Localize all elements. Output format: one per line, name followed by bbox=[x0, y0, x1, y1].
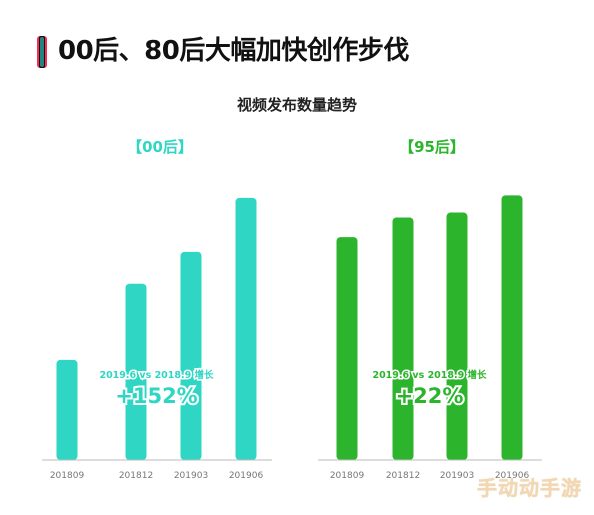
bar bbox=[56, 359, 78, 460]
bar bbox=[125, 283, 147, 460]
chart-title: 视频发布数量趋势 bbox=[236, 96, 357, 114]
bar bbox=[336, 237, 358, 460]
annotation-period: 2019.6 vs 2018.9 增长 bbox=[99, 369, 214, 381]
bar bbox=[235, 197, 257, 460]
x-tick-label: 201906 bbox=[229, 471, 264, 481]
bar bbox=[446, 212, 468, 460]
tiktok-logo-icon bbox=[37, 36, 47, 68]
x-tick-label: 201809 bbox=[330, 471, 365, 481]
bar bbox=[180, 251, 202, 460]
x-tick-label: 201903 bbox=[174, 471, 208, 481]
annotation-growth: +152% bbox=[115, 384, 197, 408]
bar bbox=[392, 217, 414, 460]
x-tick-label: 201906 bbox=[495, 471, 530, 481]
x-tick-label: 201812 bbox=[386, 471, 420, 481]
panel-label-95: 【95后】 bbox=[399, 138, 465, 156]
bar bbox=[501, 195, 523, 460]
x-tick-label: 201809 bbox=[50, 471, 85, 481]
x-tick-label: 201812 bbox=[119, 471, 153, 481]
x-tick-label: 201903 bbox=[440, 471, 474, 481]
page-title: 00后、80后大幅加快创作步伐 bbox=[58, 36, 409, 66]
annotation-period: 2019.6 vs 2018.9 增长 bbox=[372, 369, 487, 381]
panel-label-00: 【00后】 bbox=[127, 138, 193, 156]
annotation-growth: +22% bbox=[396, 384, 464, 408]
watermark: 手动动手游 bbox=[477, 476, 582, 500]
